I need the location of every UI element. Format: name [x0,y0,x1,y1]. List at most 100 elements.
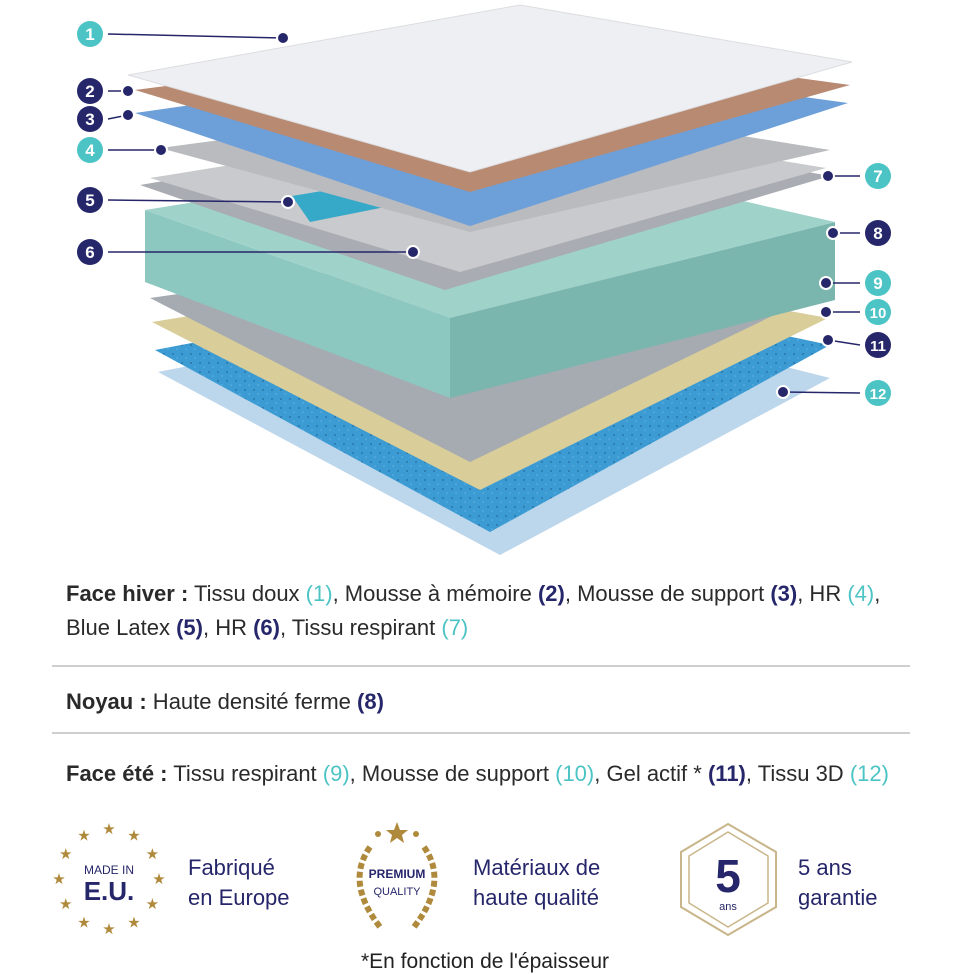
layer-ref: (4) [847,581,875,606]
warranty-label: 5 ans garantie [798,855,878,910]
layer-name: , HR [797,581,848,606]
callout-dot [121,84,135,98]
star-icon: ★ [146,896,159,913]
callout-number: 4 [85,141,95,160]
layer-ref: (6) [253,615,280,640]
callout-badge [865,332,891,358]
callout-1: 1 [77,21,290,47]
premium-quality-label: Matériaux de haute qualité [473,855,601,910]
star-icon: ★ [102,921,115,937]
callout-number: 5 [85,191,94,210]
layer-name: , Mousse à mémoire [332,581,538,606]
callout-9: 9 [819,270,891,296]
star-icon: ★ [152,871,165,888]
callout-line [107,33,284,39]
layer-ref: (11) [707,761,746,786]
callout-2: 2 [77,78,135,104]
callout-dot [776,385,790,399]
svg-text:MADE IN: MADE IN [84,863,134,877]
callout-4: 4 [77,137,168,163]
callout-number: 3 [85,110,94,129]
layer-1-soft-fabric [127,4,853,173]
star-icon: ★ [59,846,72,863]
callout-dot [821,333,835,347]
callout-line [782,391,861,394]
callout-dot [406,245,420,259]
callout-number: 9 [873,274,882,293]
callout-11: 11 [821,332,891,358]
callout-12: 12 [776,380,891,406]
callout-badge [77,187,103,213]
divider [52,665,910,667]
layer-name: , Tissu 3D [745,761,850,786]
callout-6: 6 [77,239,420,265]
layer-name: , Gel actif * [594,761,708,786]
star-icon: ★ [52,871,65,888]
star-icon: ★ [102,822,115,838]
callout-number: 1 [85,25,94,44]
star-icon: ★ [77,828,90,845]
callout-number: 6 [85,243,94,262]
callout-dot [826,226,840,240]
layer-ref: (8) [357,689,384,714]
layer-name: , HR [202,615,254,640]
callout-dot [281,195,295,209]
callout-badge [77,239,103,265]
divider [52,732,910,734]
star-icon: ★ [59,896,72,913]
callout-badge [77,78,103,104]
layer-ref: (2) [537,581,565,606]
layer-ref: (9) [322,761,350,786]
callout-badge [865,299,891,325]
callout-number: 10 [870,305,887,322]
callout-badge [77,106,103,132]
star-icon: ★ [77,914,90,931]
callout-number: 11 [870,338,886,355]
premium-quality-logo: PREMIUM QUALITY [340,822,455,937]
layer-ref: (7) [441,615,469,640]
callout-dot [821,169,835,183]
svg-text:QUALITY: QUALITY [373,886,421,898]
made-in-eu-logo: ★ ★ ★ ★ ★ ★ ★ ★ ★ ★ ★ ★ MADE IN E.U. [52,821,167,938]
callout-dot [819,276,833,290]
warranty-logo: 5 ans [676,822,781,937]
layer-ref: (3) [770,581,798,606]
callout-5: 5 [77,187,295,213]
callout-dot [121,108,135,122]
layer-name: , Blue Latex [66,581,881,640]
callout-badge [865,220,891,246]
layer-ref: (5) [176,615,203,640]
star-icon: ★ [146,846,159,863]
callout-badge [865,380,891,406]
svg-text:E.U.: E.U. [84,876,135,906]
callout-line [107,199,289,203]
callout-number: 2 [85,82,94,101]
layer-name: , Mousse de support [349,761,556,786]
layer-ref: (10) [555,761,595,786]
callout-badge [77,21,103,47]
layer-8-core-left [145,210,450,398]
summer-face-description: Face été : Tissu respirant (9), Mousse d… [66,761,889,786]
svg-text:5: 5 [715,850,741,902]
made-in-eu-label: Fabriqué en Europe [188,855,290,910]
layer-name: Haute densité ferme [146,689,358,714]
callout-badge [77,137,103,163]
callout-number: 8 [873,224,882,243]
layer-name: , Tissu respirant [279,615,442,640]
core-description: Noyau : Haute densité ferme (8) [66,689,384,714]
callout-8: 8 [826,220,891,246]
footnote: *En fonction de l'épaisseur [360,950,609,973]
callout-7: 7 [821,163,891,189]
star-icon: ★ [127,914,140,931]
svg-text:ans: ans [719,901,737,913]
layer-ref: (12) [849,761,889,786]
callout-3: 3 [77,106,135,132]
star-icon: ★ [127,828,140,845]
callout-badge [865,270,891,296]
callout-badge [865,163,891,189]
callout-dot [276,31,290,45]
layer-8-core-right [450,222,835,398]
winter-face-description: Face hiver : Tissu doux (1), Mousse à mé… [66,581,881,640]
callout-number: 12 [870,386,887,403]
